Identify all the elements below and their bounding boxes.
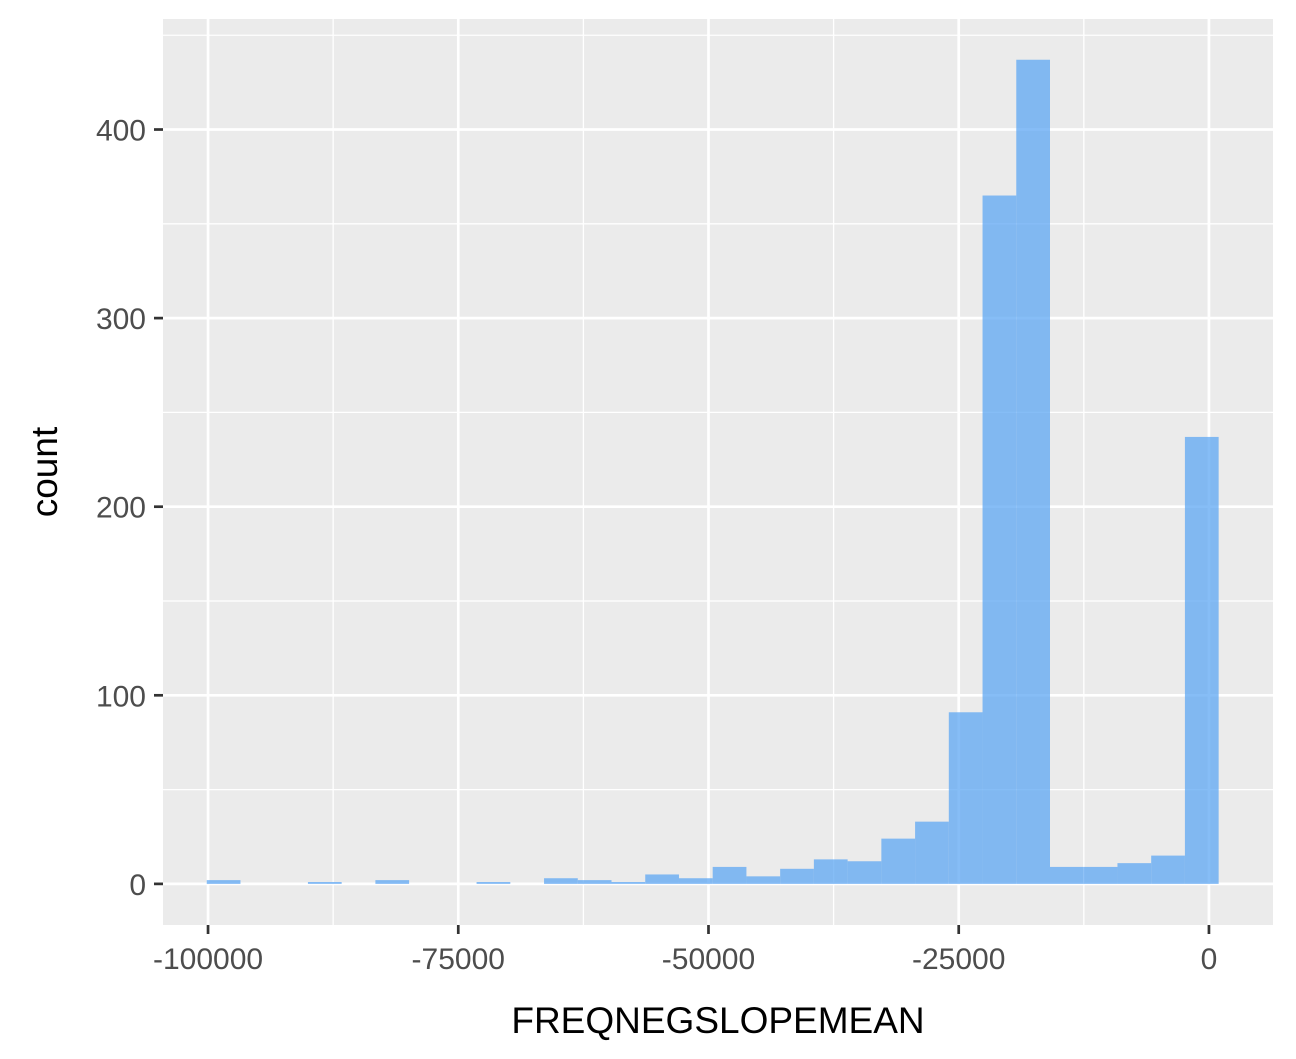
x-tick-label: -25000 (912, 943, 1005, 976)
x-tick-label: -100000 (153, 943, 263, 976)
histogram-bars (206, 59, 1219, 884)
histogram-bar (375, 880, 410, 884)
histogram-bar (645, 874, 679, 884)
y-tick-label: 300 (96, 303, 146, 336)
histogram-bar (544, 878, 578, 884)
x-tick-label: -75000 (412, 943, 505, 976)
histogram-bar (1016, 59, 1050, 884)
histogram-bar (678, 878, 713, 884)
y-tick-label: 0 (129, 869, 146, 902)
plot-panel (163, 19, 1273, 925)
histogram-bar (780, 868, 814, 884)
x-axis: -100000 -75000 -50000 -25000 0 (153, 925, 1217, 976)
x-tick-label: 0 (1201, 943, 1218, 976)
y-axis: 0 100 200 300 400 (96, 115, 163, 902)
histogram-bar (1184, 436, 1219, 884)
x-tick-label: -50000 (662, 943, 755, 976)
histogram-bar (307, 882, 342, 884)
y-tick-label: 200 (96, 492, 146, 525)
x-axis-title: FREQNEGSLOPEMEAN (511, 1000, 924, 1041)
histogram-bar (577, 880, 612, 884)
histogram-bar (915, 821, 949, 884)
minor-gridlines (163, 19, 1273, 925)
histogram-bar (611, 882, 646, 884)
histogram-bar (813, 859, 848, 884)
histogram-bar (476, 882, 511, 884)
histogram-bar (1049, 866, 1084, 884)
histogram-bar (1117, 863, 1152, 884)
y-tick-label: 400 (96, 115, 146, 148)
histogram-bar (982, 195, 1017, 884)
histogram-bar (948, 712, 983, 884)
histogram-bar (206, 880, 241, 884)
histogram-bar (881, 838, 916, 884)
histogram-bar (1151, 855, 1185, 884)
histogram-bar (847, 861, 882, 884)
histogram-bar (1083, 866, 1118, 884)
y-axis-title: count (24, 426, 65, 517)
histogram-bar (746, 876, 781, 884)
y-tick-label: 100 (96, 680, 146, 713)
histogram-bar (712, 866, 747, 884)
